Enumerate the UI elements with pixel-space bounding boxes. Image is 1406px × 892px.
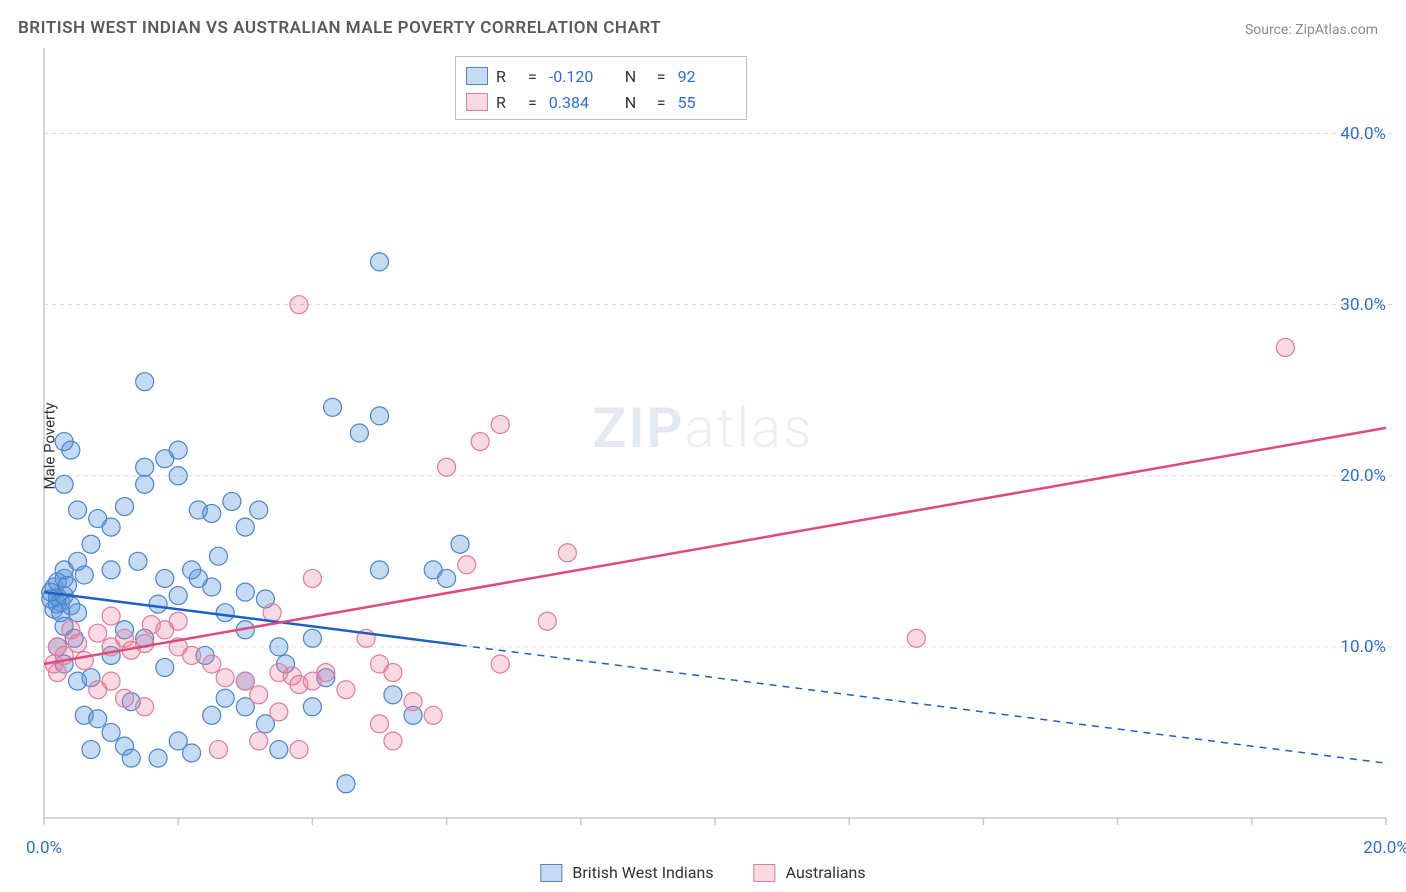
stat-n-value: 92 — [674, 67, 736, 86]
correlation-stats-box: R=-0.120N=92R=0.384N=55 — [455, 56, 747, 120]
legend-label: Australians — [786, 863, 866, 882]
stats-row: R=0.384N=55 — [466, 89, 736, 115]
legend-item: Australians — [754, 863, 866, 882]
stat-n-value: 55 — [674, 93, 736, 112]
y-tick-label: 30.0% — [1340, 295, 1386, 315]
legend-swatch — [754, 864, 776, 882]
chart-svg — [0, 0, 1406, 892]
stat-r-label: R — [496, 67, 520, 86]
stat-r-label: R — [496, 93, 520, 112]
y-tick-label: 10.0% — [1340, 637, 1386, 657]
stat-r-value: -0.120 — [545, 67, 607, 86]
x-tick-label: 20.0% — [1363, 838, 1406, 858]
series-swatch — [466, 93, 488, 111]
chart-container: BRITISH WEST INDIAN VS AUSTRALIAN MALE P… — [0, 0, 1406, 892]
chart-title: BRITISH WEST INDIAN VS AUSTRALIAN MALE P… — [18, 18, 661, 38]
y-tick-label: 20.0% — [1340, 466, 1386, 486]
stats-row: R=-0.120N=92 — [466, 63, 736, 89]
series-swatch — [466, 67, 488, 85]
stat-r-value: 0.384 — [545, 93, 607, 112]
legend-swatch — [540, 864, 562, 882]
legend-bottom: British West Indians Australians — [540, 863, 865, 882]
legend-label: British West Indians — [572, 863, 713, 882]
source-attribution: Source: ZipAtlas.com — [1245, 22, 1378, 38]
y-tick-label: 40.0% — [1340, 124, 1386, 144]
stat-n-label: N — [625, 67, 649, 86]
x-tick-label: 0.0% — [26, 838, 62, 858]
stat-n-label: N — [625, 93, 649, 112]
legend-item: British West Indians — [540, 863, 713, 882]
y-axis-label: Male Poverty — [40, 403, 58, 490]
